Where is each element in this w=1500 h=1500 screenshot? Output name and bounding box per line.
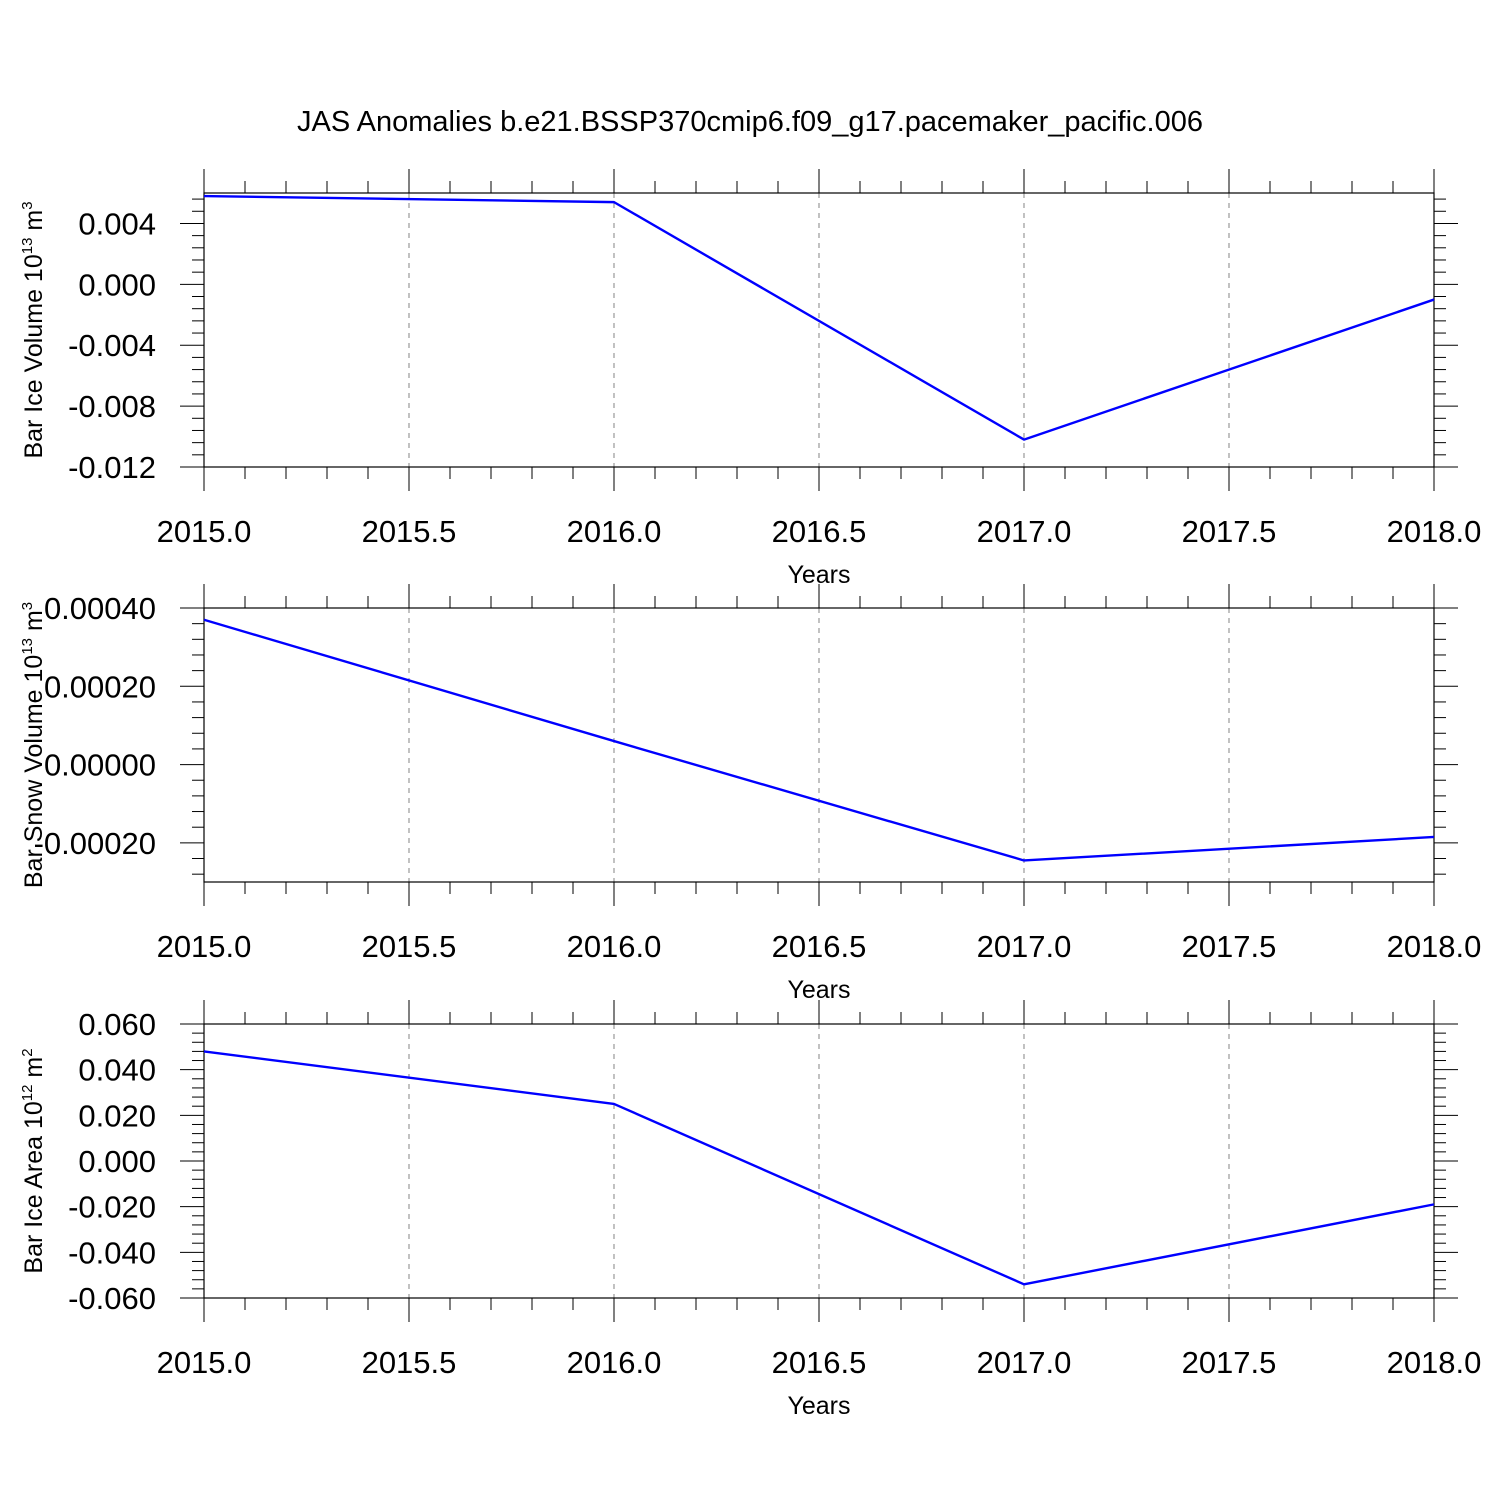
series-line xyxy=(203,618,1435,862)
x-tick-label: 2018.0 xyxy=(1387,929,1482,964)
x-tick-label: 2018.0 xyxy=(1387,1345,1482,1380)
x-tick-label: 2017.0 xyxy=(977,1345,1072,1380)
series-line xyxy=(203,1050,1435,1286)
x-tick-label: 2015.0 xyxy=(157,929,252,964)
x-tick-label: 2016.0 xyxy=(567,929,662,964)
y-tick-label: 0.00040 xyxy=(44,591,156,626)
y-axis-label: Bar Snow Volume 1013 m3 xyxy=(19,602,48,888)
y-tick-label: 0.020 xyxy=(78,1098,156,1133)
y-tick-label: 0.00020 xyxy=(44,669,156,704)
panel-1: 2015.0 2015.5 2016.0 2016.5 2017.0 2017.5 2018… xyxy=(19,169,1481,589)
x-tick-label: 2018.0 xyxy=(1387,514,1482,549)
x-tick-label: 2017.5 xyxy=(1182,514,1277,549)
figure-title: JAS Anomalies b.e21.BSSP370cmip6.f09_g17… xyxy=(297,106,1203,138)
x-axis-label: Years xyxy=(787,976,850,1004)
y-tick-label: 0.00000 xyxy=(44,748,156,783)
x-tick-label: 2016.5 xyxy=(772,1345,867,1380)
x-tick-label: 2017.5 xyxy=(1182,1345,1277,1380)
x-tick-label: 2016.0 xyxy=(567,1345,662,1380)
y-tick-label: 0.000 xyxy=(78,267,156,302)
x-tick-label: 2017.5 xyxy=(1182,929,1277,964)
y-tick-label: -0.00020 xyxy=(34,826,156,861)
x-tick-label: 2017.0 xyxy=(977,929,1072,964)
y-tick-label: -0.040 xyxy=(68,1235,156,1270)
y-tick-label: -0.008 xyxy=(68,389,156,424)
y-tick-label: -0.060 xyxy=(68,1281,156,1316)
y-tick-label: -0.012 xyxy=(68,450,156,485)
x-tick-label: 2016.5 xyxy=(772,929,867,964)
x-tick-label: 2017.0 xyxy=(977,514,1072,549)
y-tick-label: 0.000 xyxy=(78,1144,156,1179)
y-axis-label: Bar Ice Area 1012 m2 xyxy=(19,1048,48,1273)
y-tick-label: -0.020 xyxy=(68,1190,156,1225)
x-axis-label: Years xyxy=(787,1392,850,1420)
x-tick-label: 2015.5 xyxy=(362,929,457,964)
y-tick-label: 0.060 xyxy=(78,1007,156,1042)
y-axis-label: Bar Ice Volume 1013 m3 xyxy=(19,201,48,458)
x-tick-label: 2015.0 xyxy=(157,1345,252,1380)
series-line xyxy=(203,194,1435,441)
y-tick-label: -0.004 xyxy=(68,328,156,363)
x-tick-label: 2015.0 xyxy=(157,514,252,549)
x-tick-label: 2016.5 xyxy=(772,514,867,549)
x-tick-label: 2015.5 xyxy=(362,1345,457,1380)
x-tick-label: 2015.5 xyxy=(362,514,457,549)
y-tick-label: 0.004 xyxy=(78,206,156,241)
panel-2: 2015.0 2015.5 2016.0 2016.5 2017.0 2017.5 2018… xyxy=(19,584,1481,1004)
x-tick-label: 2016.0 xyxy=(567,514,662,549)
panel-3: 2015.0 2015.5 2016.0 2016.5 2017.0 2017.5 2018… xyxy=(19,1000,1481,1420)
y-tick-label: 0.040 xyxy=(78,1053,156,1088)
